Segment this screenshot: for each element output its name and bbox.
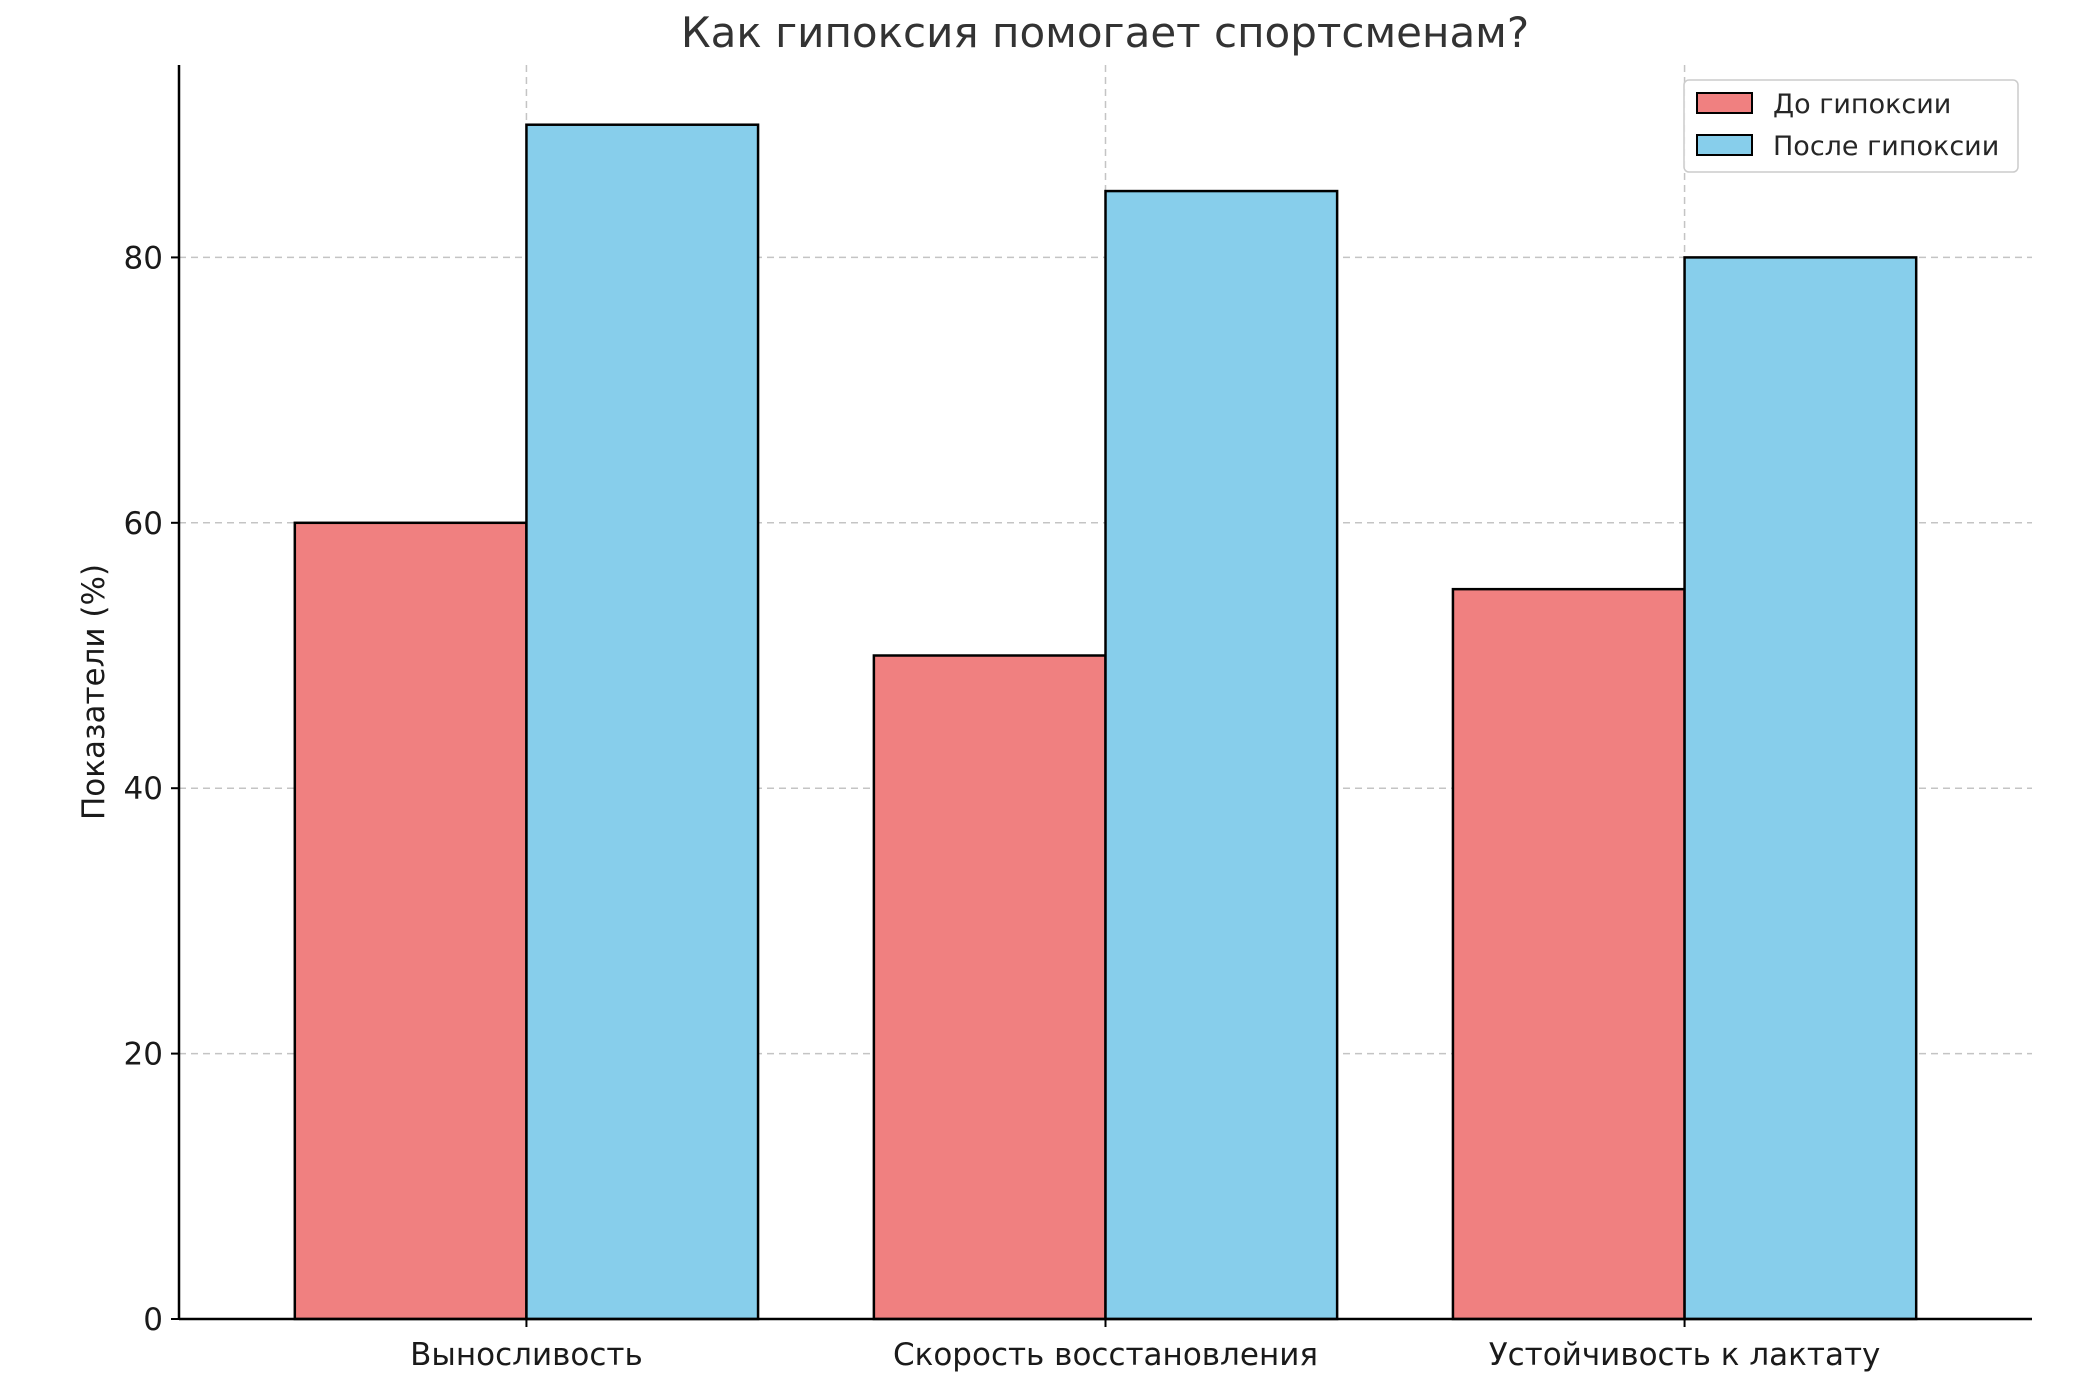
x-tick-label: Скорость восстановления [893,1337,1318,1373]
y-axis-label: Показатели (%) [76,564,112,820]
bar-before-2 [1451,587,1686,1321]
y-tick-label: 80 [124,240,163,276]
bar-after-0 [525,123,760,1321]
y-tick-label: 20 [124,1037,163,1073]
y-tick-label: 60 [124,506,163,542]
legend: До гипоксии После гипоксии [1683,79,2019,173]
legend-label: После гипоксии [1773,131,1999,162]
bar-after-1 [1104,189,1339,1321]
y-tick-label: 0 [143,1302,163,1338]
bars [293,123,1918,1321]
y-tick-label: 40 [124,771,163,807]
chart-title: Как гипоксия помогает спортсменам? [681,8,1529,57]
bar-after-2 [1683,256,1918,1321]
legend-frame [1683,79,2019,173]
legend-swatch [1696,134,1753,156]
x-ticks: Выносливость Скорость восстановления Устой… [410,1319,1880,1373]
legend-label: До гипоксии [1773,89,1951,120]
y-ticks: 0 20 40 60 80 [124,240,179,1338]
x-tick-label: Устойчивость к лактату [1489,1337,1881,1373]
bar-before-1 [872,654,1107,1321]
bar-before-0 [293,521,528,1321]
x-tick-label: Выносливость [410,1337,643,1373]
legend-swatch [1696,92,1753,114]
